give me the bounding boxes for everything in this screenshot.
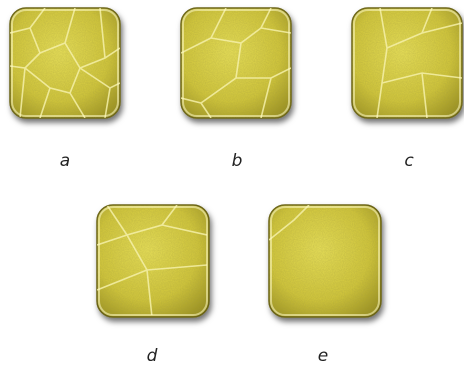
panel-e	[268, 204, 382, 318]
panel-label: b	[232, 151, 243, 171]
panel-d	[96, 204, 210, 318]
panel-c	[351, 7, 463, 119]
panel-label: e	[318, 346, 328, 366]
panel-label: c	[404, 151, 414, 171]
panel-b	[180, 7, 292, 119]
panel-label: a	[60, 151, 70, 171]
panel-label: d	[147, 346, 158, 366]
panel-a	[9, 7, 121, 119]
